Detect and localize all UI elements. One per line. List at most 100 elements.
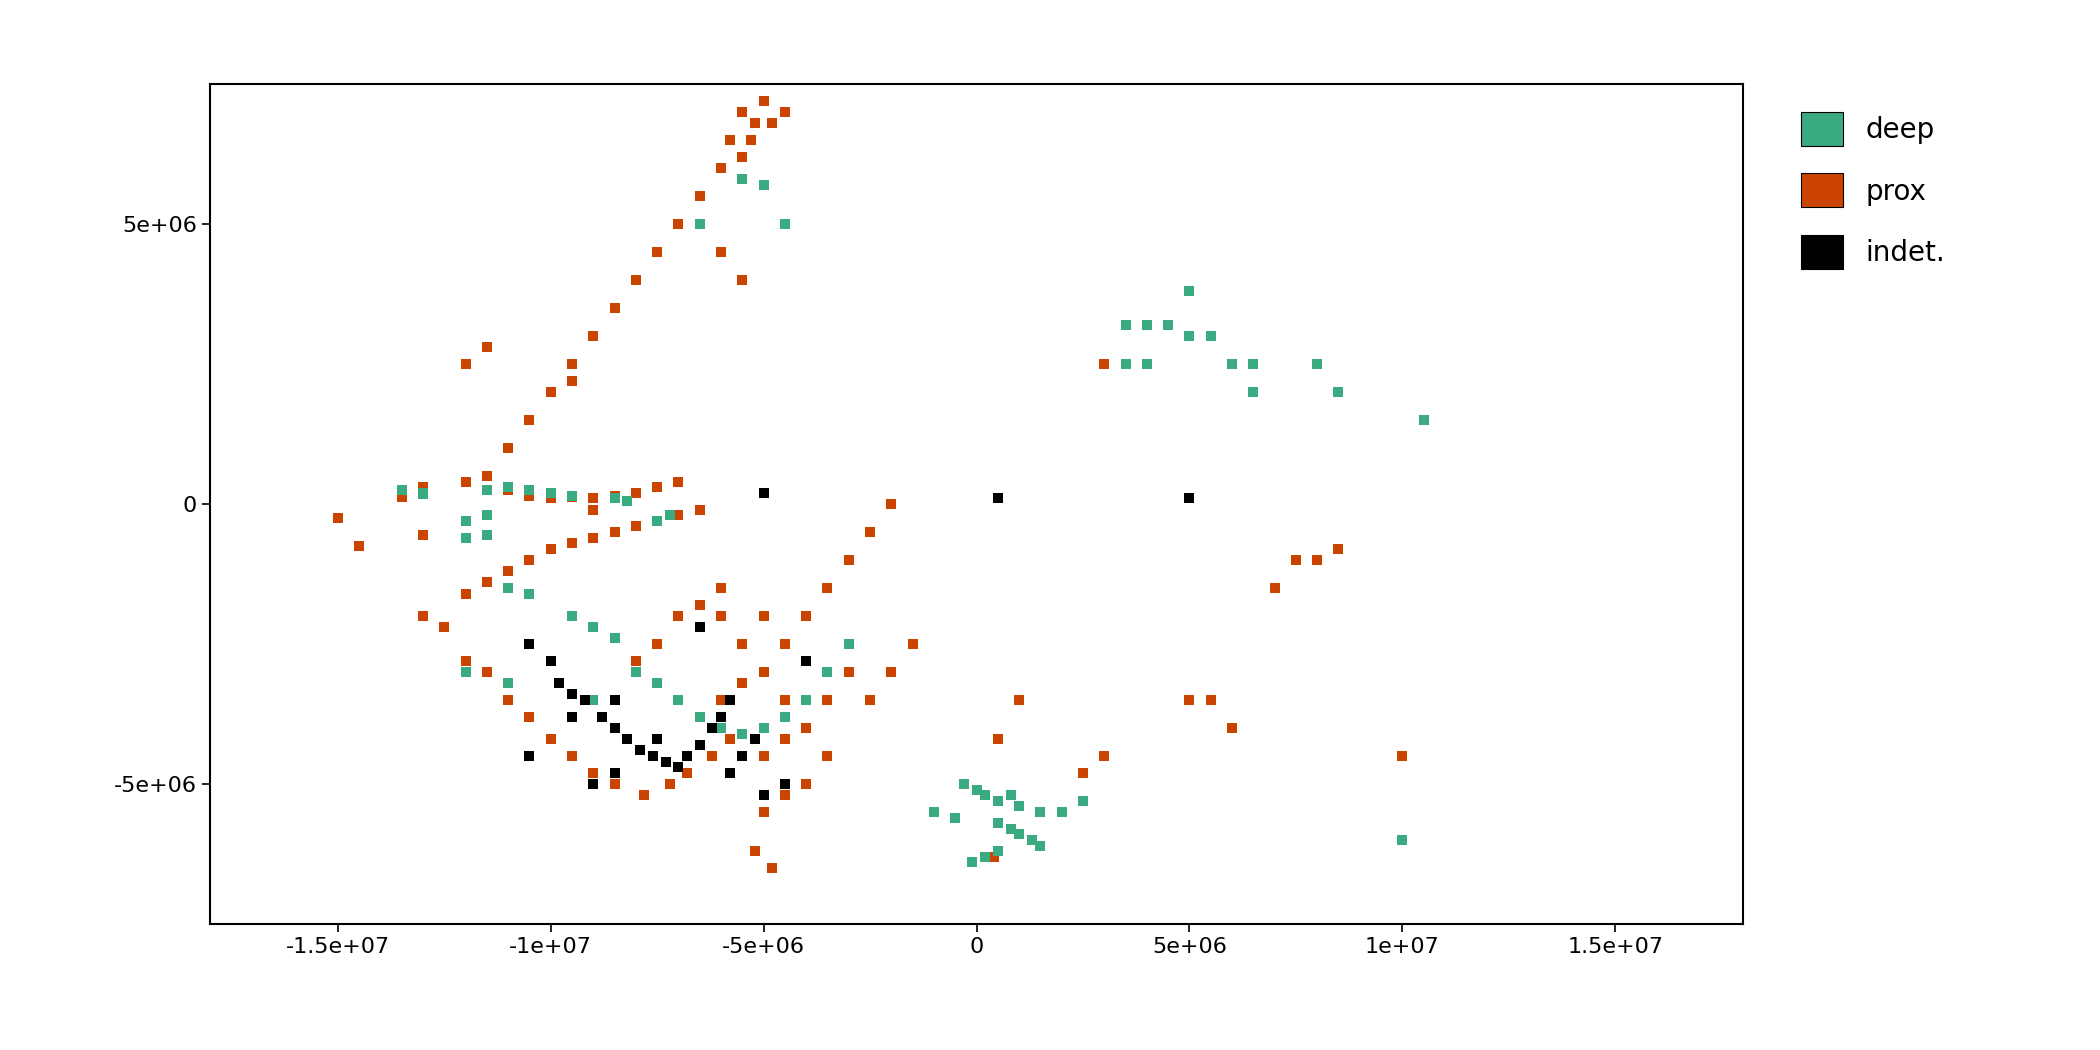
Point (662, 474, 695, 490)
Point (981, 815, 1014, 832)
Point (790, 652, 823, 669)
Point (640, 244, 674, 260)
Point (1067, 793, 1100, 810)
Point (695, 748, 729, 764)
Point (769, 709, 802, 726)
Point (1088, 748, 1121, 764)
Point (1172, 282, 1205, 299)
Point (724, 726, 758, 742)
Point (449, 474, 483, 490)
Point (704, 719, 737, 736)
Point (620, 518, 653, 534)
Point (1151, 316, 1184, 333)
Point (748, 92, 781, 109)
Point (640, 512, 674, 529)
Point (554, 709, 588, 726)
Point (704, 692, 737, 709)
Point (598, 719, 632, 736)
Point (724, 171, 758, 188)
Point (769, 731, 802, 748)
Point (554, 487, 588, 504)
Point (756, 114, 790, 131)
Point (748, 484, 781, 501)
Point (682, 736, 716, 753)
Point (554, 356, 588, 373)
Point (611, 492, 645, 509)
Point (748, 176, 781, 193)
Point (704, 160, 737, 176)
Point (640, 512, 674, 529)
Point (640, 731, 674, 748)
Point (1237, 356, 1270, 373)
Point (575, 692, 609, 709)
Point (533, 484, 567, 501)
Point (739, 114, 773, 131)
Point (832, 551, 865, 568)
Point (704, 709, 737, 726)
Point (640, 635, 674, 652)
Point (1407, 412, 1441, 428)
Point (653, 776, 687, 793)
Point (449, 512, 483, 529)
Point (853, 524, 886, 541)
Point (449, 585, 483, 602)
Point (1002, 692, 1035, 709)
Point (1279, 551, 1312, 568)
Legend: deep, prox, indet.: deep, prox, indet. (1787, 98, 1959, 282)
Point (449, 356, 483, 373)
Point (739, 843, 773, 860)
Point (636, 748, 670, 764)
Point (968, 786, 1002, 803)
Point (512, 551, 546, 568)
Point (748, 664, 781, 680)
Point (712, 131, 746, 148)
Point (670, 764, 704, 781)
Point (491, 440, 525, 457)
Point (968, 848, 1002, 865)
Point (491, 479, 525, 496)
Point (1130, 356, 1163, 373)
Point (981, 793, 1014, 810)
Point (512, 482, 546, 499)
Point (682, 501, 716, 518)
Point (470, 574, 504, 591)
Point (769, 635, 802, 652)
Point (1023, 803, 1056, 820)
Point (897, 635, 930, 652)
Point (1386, 832, 1420, 848)
Point (811, 748, 844, 764)
Point (947, 776, 981, 793)
Point (662, 759, 695, 776)
Point (1046, 803, 1079, 820)
Point (640, 479, 674, 496)
Point (554, 373, 588, 390)
Point (918, 803, 951, 820)
Point (628, 786, 662, 803)
Point (1195, 692, 1228, 709)
Point (598, 764, 632, 781)
Point (470, 507, 504, 524)
Point (533, 731, 567, 748)
Point (1216, 719, 1250, 736)
Point (682, 709, 716, 726)
Point (1023, 837, 1056, 854)
Point (1172, 328, 1205, 344)
Point (575, 529, 609, 546)
Point (662, 608, 695, 625)
Point (598, 524, 632, 541)
Point (682, 596, 716, 613)
Point (939, 810, 972, 826)
Point (405, 526, 439, 543)
Point (811, 664, 844, 680)
Point (533, 383, 567, 400)
Point (512, 487, 546, 504)
Point (405, 485, 439, 502)
Point (620, 484, 653, 501)
Point (724, 104, 758, 121)
Point (598, 776, 632, 793)
Point (712, 731, 746, 748)
Point (598, 490, 632, 507)
Point (682, 215, 716, 232)
Point (384, 489, 418, 506)
Point (533, 652, 567, 669)
